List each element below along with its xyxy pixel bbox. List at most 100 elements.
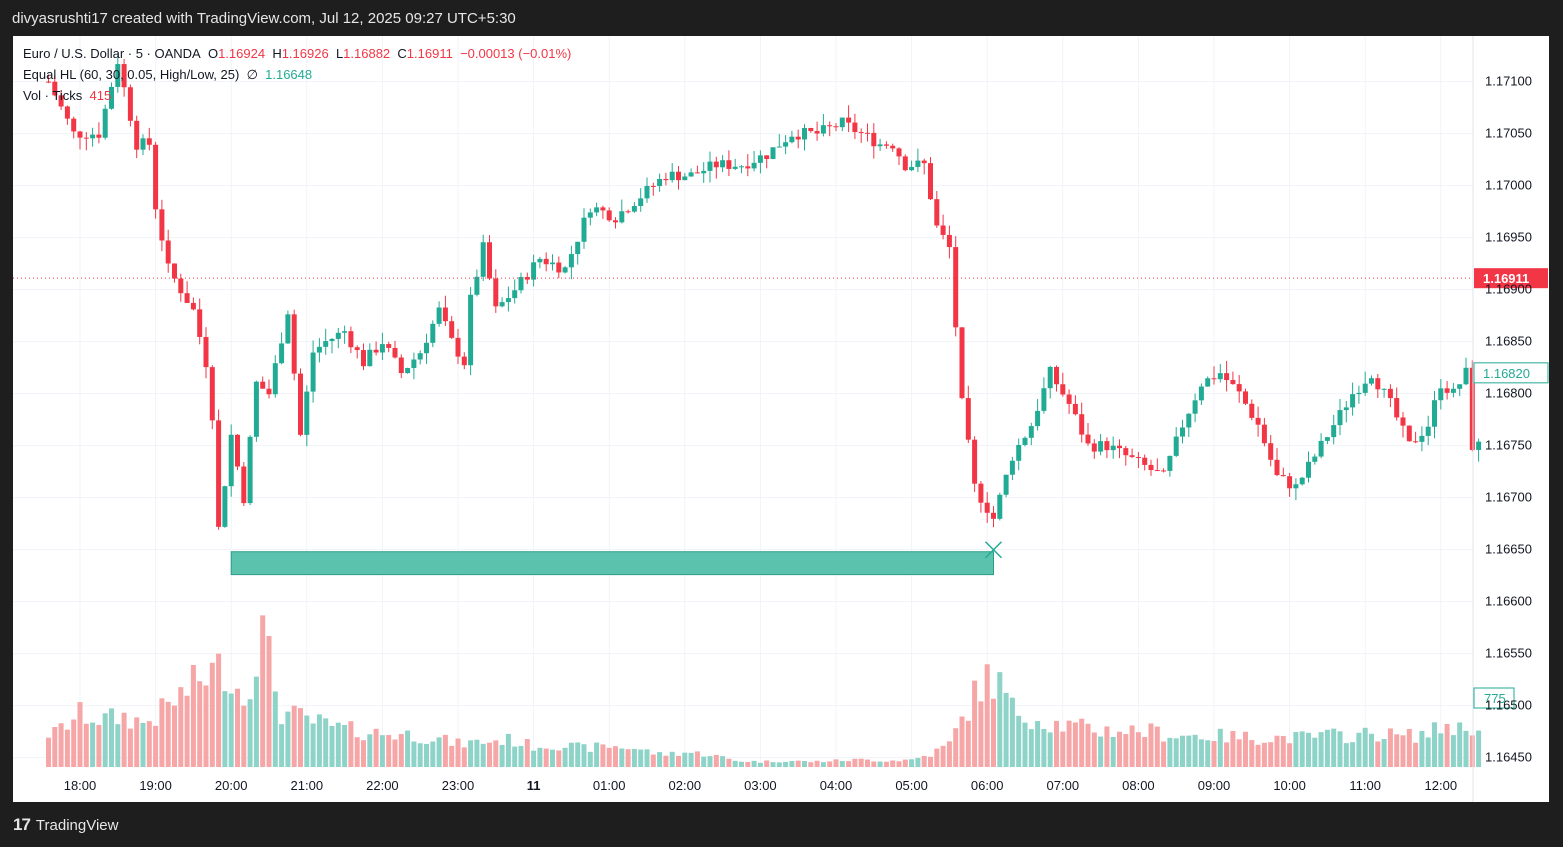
volume-bar xyxy=(1293,732,1299,767)
candle-body xyxy=(726,160,732,169)
candle-body xyxy=(1406,425,1412,442)
candle-body xyxy=(499,302,505,307)
volume-bar xyxy=(783,761,789,767)
time-tick-label: 06:00 xyxy=(971,778,1004,793)
candle-body xyxy=(430,323,436,343)
tradingview-logo-icon[interactable]: 17 xyxy=(13,815,31,834)
candle-body xyxy=(877,144,883,147)
volume-bar xyxy=(631,748,637,767)
candle-body xyxy=(1425,426,1431,436)
candle-body xyxy=(657,178,663,187)
brand-name[interactable]: TradingView xyxy=(35,816,119,834)
candle-body xyxy=(1394,398,1400,418)
volume-bar xyxy=(858,758,864,767)
candle-body xyxy=(241,466,247,504)
candle-body xyxy=(1104,441,1110,451)
volume-bar xyxy=(64,729,70,767)
candle-body xyxy=(285,314,291,344)
candle-body xyxy=(871,132,877,147)
volume-bar xyxy=(1306,732,1311,767)
last-price-badge xyxy=(1474,268,1548,289)
time-tick-label: 11 xyxy=(527,778,541,793)
volume-bar xyxy=(669,751,675,767)
volume-bar xyxy=(991,698,996,767)
volume-bar xyxy=(701,756,707,767)
volume-bar xyxy=(392,739,398,767)
candle-body xyxy=(991,512,996,519)
chart-panel[interactable]: 1.16911 1.16820 775 1.17100 1.17050 1.17000 1… xyxy=(13,36,1549,802)
candle-body xyxy=(1236,384,1242,392)
volume-bar xyxy=(1324,729,1330,767)
volume-bar xyxy=(474,739,480,767)
volume-bar xyxy=(984,664,990,767)
candle-body xyxy=(1312,456,1318,462)
time-tick-label: 05:00 xyxy=(895,778,928,793)
symbol-name[interactable]: Euro / U.S. Dollar · 5 · OANDA xyxy=(23,46,201,61)
volume-bar xyxy=(896,761,902,767)
volume-bar xyxy=(1211,741,1217,767)
candle-body xyxy=(379,344,385,353)
volume-bar xyxy=(808,762,814,767)
candle-body xyxy=(468,294,474,366)
candle-body xyxy=(298,373,303,435)
candle-body xyxy=(550,262,555,265)
volume-bar xyxy=(260,615,266,767)
volume-bar xyxy=(165,701,171,767)
volume-bar xyxy=(726,758,732,767)
indicator-legend[interactable]: Equal HL (60, 30, 0.05, High/Low, 25) ∅ … xyxy=(23,67,312,83)
volume-bar xyxy=(883,761,889,767)
candle-body xyxy=(361,350,366,367)
volume-bar xyxy=(839,761,845,767)
candle-body xyxy=(1098,441,1104,452)
last-price-line: 1.16911 1.16820 775 xyxy=(13,268,1549,709)
candle-body xyxy=(1091,443,1097,452)
volume-bar xyxy=(310,723,316,767)
volume-bar xyxy=(518,745,524,767)
candle-body xyxy=(1444,388,1450,393)
candle-body xyxy=(1154,470,1160,472)
candle-body xyxy=(1205,378,1211,387)
candle-body xyxy=(568,254,574,268)
volume-bar xyxy=(978,701,984,767)
price-tick-label: 1.17050 xyxy=(1485,126,1532,141)
volume-bar xyxy=(820,762,826,767)
volume-bar xyxy=(512,746,518,767)
open-value: 1.16924 xyxy=(218,46,266,61)
candle-body xyxy=(713,161,719,168)
candle-body xyxy=(58,95,64,107)
candle-body xyxy=(1211,378,1217,380)
volume-bar xyxy=(1205,740,1211,767)
volume-bar xyxy=(543,748,549,767)
candle-body xyxy=(1110,445,1116,451)
price-tick-label: 1.16900 xyxy=(1485,282,1532,297)
volume-bar xyxy=(795,760,801,767)
candle-body xyxy=(228,434,234,487)
volume-legend[interactable]: Vol · Ticks 415 xyxy=(23,88,111,103)
volume-bar xyxy=(524,739,530,767)
volume-bar xyxy=(556,750,562,767)
candle-body xyxy=(1028,426,1034,438)
price-tick-label: 1.16800 xyxy=(1485,386,1532,401)
high-value: 1.16926 xyxy=(281,46,329,61)
volume-bar xyxy=(972,680,978,767)
indicator-empty-icon: ∅ xyxy=(246,67,258,82)
volume-bar xyxy=(1406,728,1412,767)
candle-body xyxy=(71,118,77,132)
volume-bar xyxy=(172,705,177,767)
candle-body xyxy=(776,146,782,148)
candle-body xyxy=(1450,388,1456,393)
volume-bar xyxy=(776,762,782,767)
time-tick-label: 10:00 xyxy=(1273,778,1306,793)
candle-body xyxy=(367,349,373,367)
volume-bar xyxy=(272,691,278,767)
volume-bar xyxy=(1444,723,1450,767)
candle-body xyxy=(1419,435,1425,442)
candle-body xyxy=(1198,386,1204,401)
volume-bar xyxy=(83,723,89,767)
volume-bar xyxy=(222,691,228,767)
volume-bar xyxy=(865,759,870,767)
volume-bar xyxy=(600,744,606,767)
candle-body xyxy=(1224,373,1230,381)
candle-body xyxy=(455,337,461,357)
